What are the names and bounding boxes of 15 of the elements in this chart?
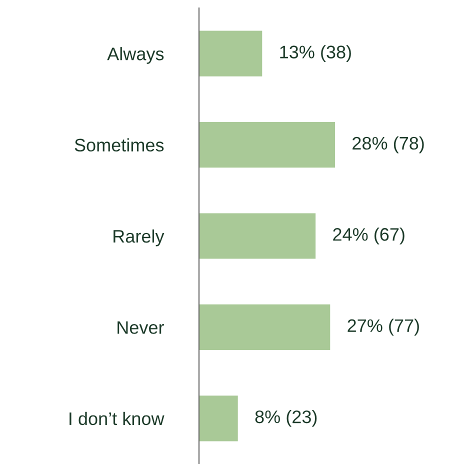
data-label: 8% (23)	[255, 410, 317, 427]
bar	[199, 213, 316, 259]
bar	[199, 304, 330, 350]
bar	[199, 30, 262, 76]
y-tick-label: Never	[118, 321, 164, 334]
data-label: 28% (78)	[352, 136, 424, 154]
y-tick-label: Rarely	[114, 229, 164, 246]
bar	[199, 122, 335, 168]
y-tick-label: I don’t know	[70, 412, 164, 426]
bar	[199, 396, 238, 442]
data-label: 13% (38)	[280, 45, 351, 62]
y-tick-label: Always	[107, 47, 164, 64]
data-label: 27% (77)	[348, 318, 419, 336]
y-tick-label: Sometimes	[74, 138, 164, 152]
data-label: 24% (67)	[333, 228, 404, 244]
